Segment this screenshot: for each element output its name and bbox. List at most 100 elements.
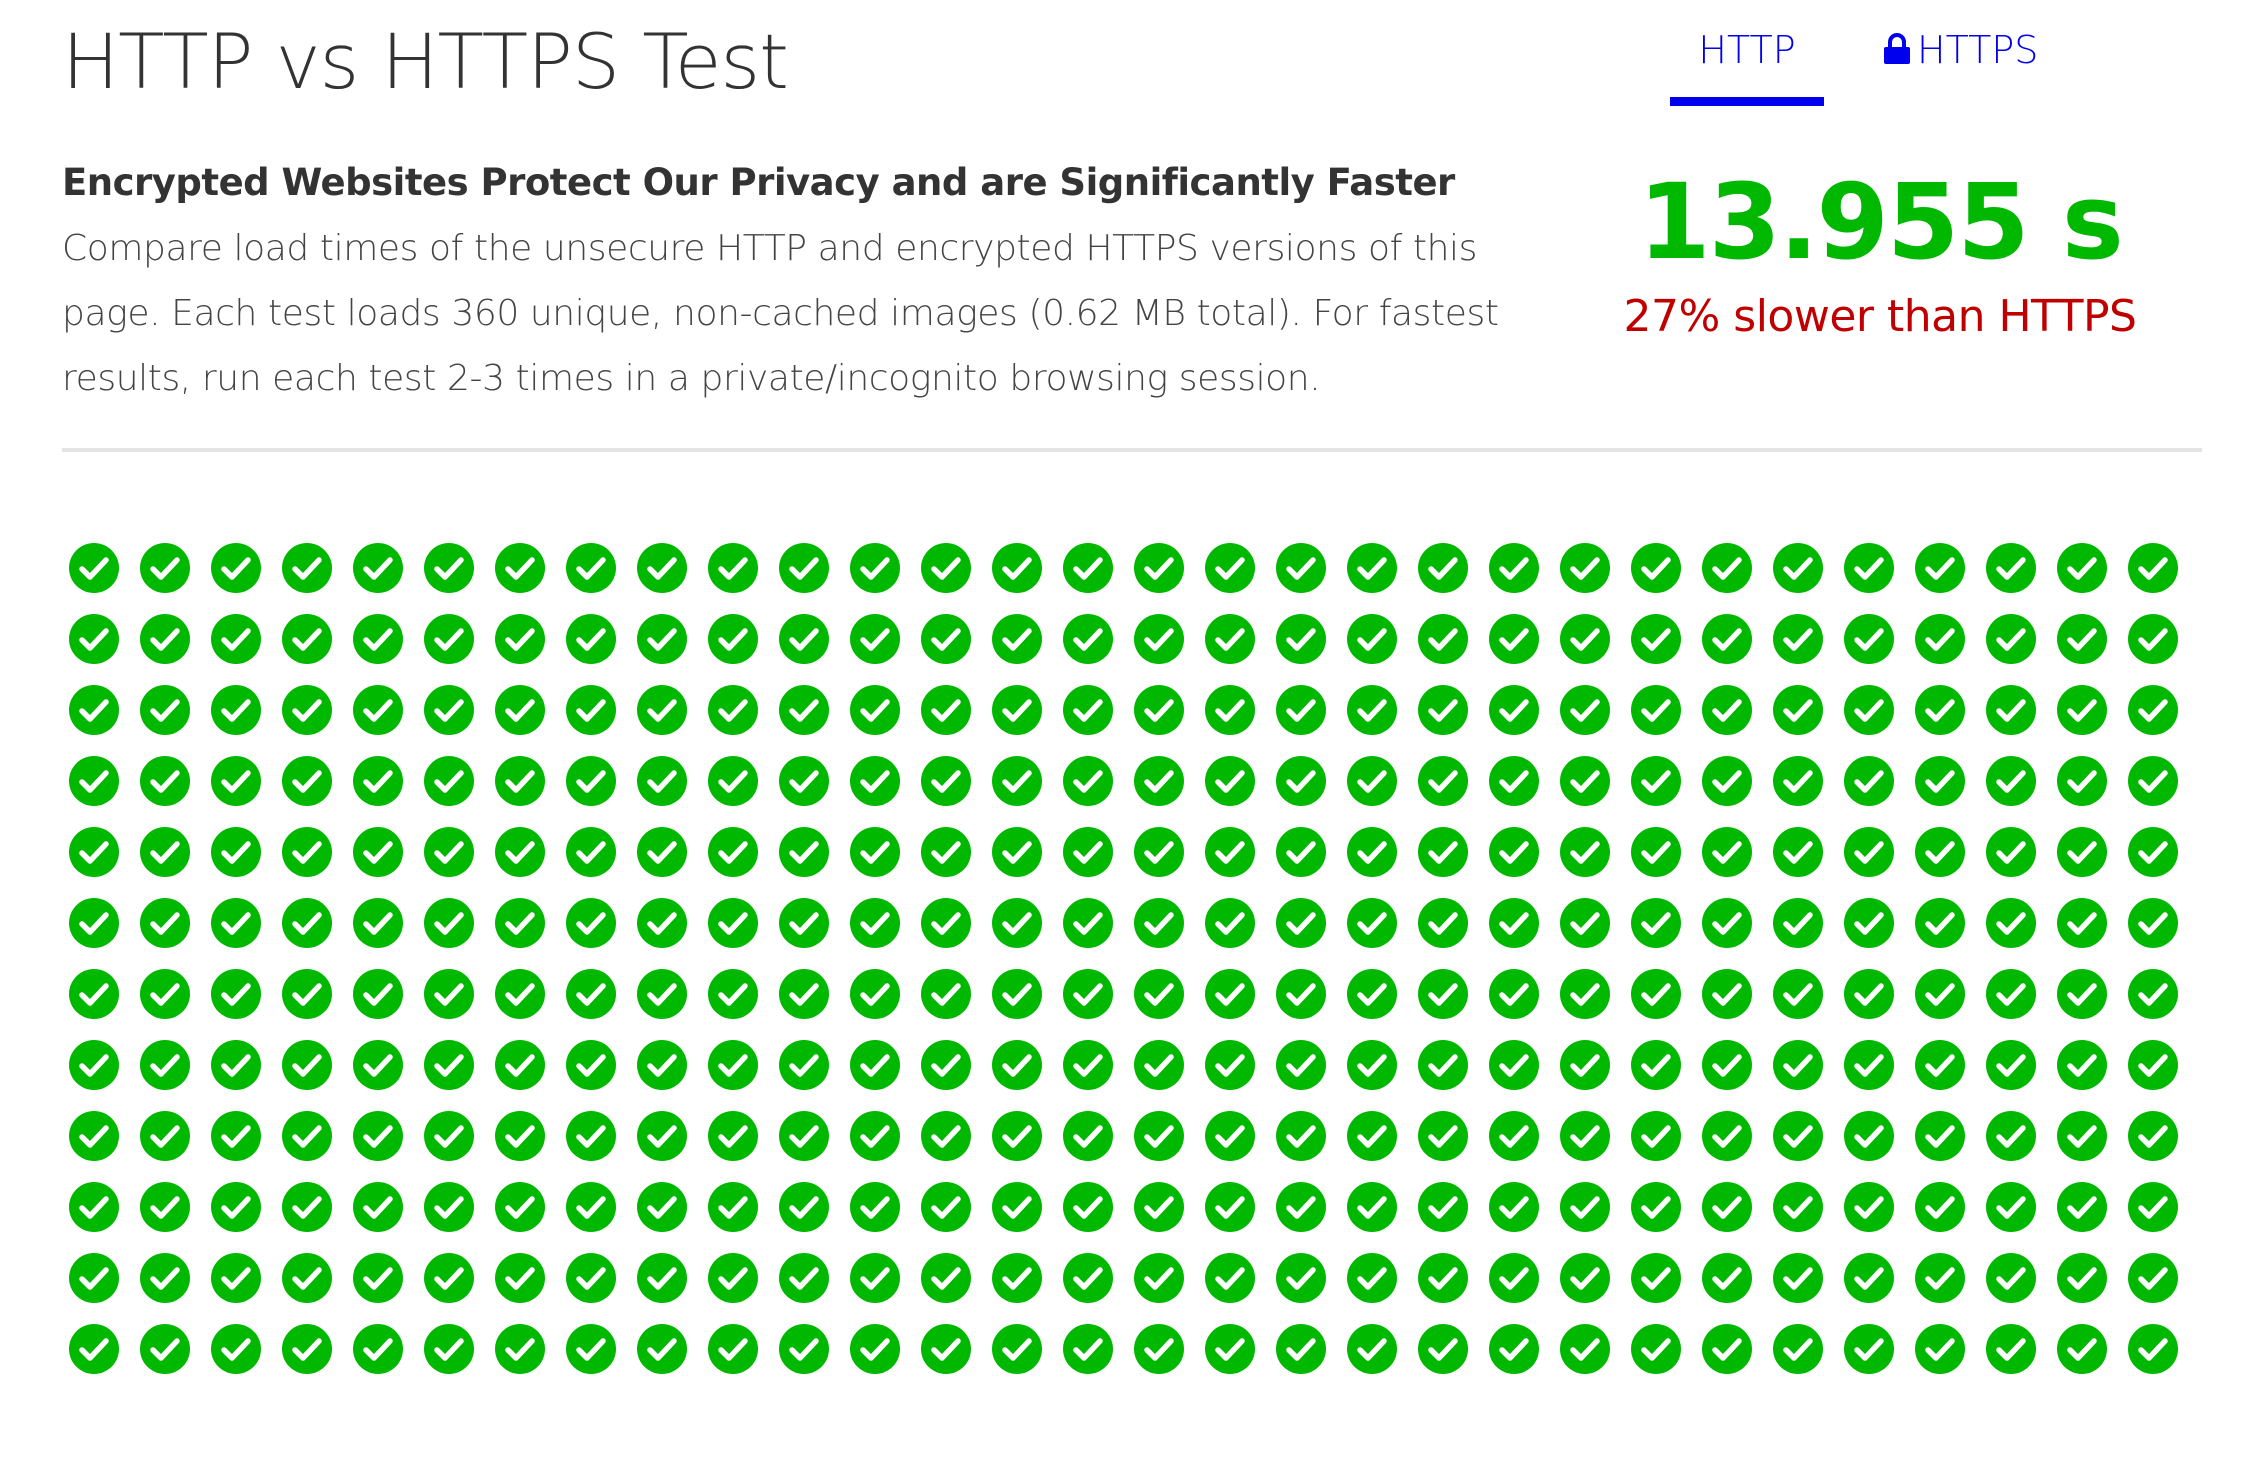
- check-circle-icon: [850, 969, 900, 1019]
- check-circle-icon: [708, 969, 758, 1019]
- check-circle-icon: [779, 1253, 829, 1303]
- check-circle-icon: [1276, 1182, 1326, 1232]
- check-circle-icon: [1773, 614, 1823, 664]
- check-circle-icon: [1347, 1324, 1397, 1374]
- check-circle-icon: [921, 1182, 971, 1232]
- speed-comparison: 27% slower than HTTPS: [1623, 291, 2138, 342]
- check-circle-icon: [1702, 685, 1752, 735]
- check-circle-icon: [424, 1111, 474, 1161]
- check-circle-icon: [921, 827, 971, 877]
- check-circle-icon: [1205, 1040, 1255, 1090]
- check-circle-icon: [282, 1040, 332, 1090]
- check-circle-icon: [211, 1040, 261, 1090]
- check-circle-icon: [1986, 614, 2036, 664]
- check-circle-icon: [1702, 898, 1752, 948]
- check-circle-icon: [2128, 1111, 2178, 1161]
- check-circle-icon: [2057, 1324, 2107, 1374]
- check-circle-icon: [1844, 969, 1894, 1019]
- check-circle-icon: [1702, 1324, 1752, 1374]
- check-circle-icon: [1134, 898, 1184, 948]
- check-circle-icon: [1844, 614, 1894, 664]
- check-circle-icon: [424, 1253, 474, 1303]
- check-circle-icon: [211, 1111, 261, 1161]
- check-circle-icon: [992, 1182, 1042, 1232]
- check-circle-icon: [2128, 1182, 2178, 1232]
- check-circle-icon: [282, 1324, 332, 1374]
- check-circle-icon: [566, 1111, 616, 1161]
- check-circle-icon: [424, 898, 474, 948]
- check-circle-icon: [1915, 1182, 1965, 1232]
- check-circle-icon: [1276, 1111, 1326, 1161]
- check-circle-icon: [140, 756, 190, 806]
- check-circle-icon: [495, 756, 545, 806]
- check-circle-icon: [495, 827, 545, 877]
- check-circle-icon: [1773, 969, 1823, 1019]
- check-circle-icon: [1631, 969, 1681, 1019]
- check-circle-icon: [921, 685, 971, 735]
- check-circle-icon: [992, 1324, 1042, 1374]
- check-circle-icon: [1986, 1111, 2036, 1161]
- check-circle-icon: [637, 898, 687, 948]
- check-circle-icon: [2128, 756, 2178, 806]
- check-circle-icon: [353, 1111, 403, 1161]
- check-circle-icon: [282, 1253, 332, 1303]
- check-circle-icon: [1915, 756, 1965, 806]
- check-circle-icon: [1205, 756, 1255, 806]
- check-circle-icon: [211, 898, 261, 948]
- check-circle-icon: [1702, 756, 1752, 806]
- check-circle-icon: [140, 1324, 190, 1374]
- check-circle-icon: [850, 1182, 900, 1232]
- check-circle-icon: [1986, 1253, 2036, 1303]
- tab-http[interactable]: HTTP: [1670, 20, 1824, 106]
- check-circle-icon: [637, 1253, 687, 1303]
- check-circle-icon: [992, 1253, 1042, 1303]
- check-circle-icon: [1134, 827, 1184, 877]
- check-circle-icon: [1773, 756, 1823, 806]
- check-circle-icon: [708, 1253, 758, 1303]
- check-circle-icon: [140, 827, 190, 877]
- check-circle-icon: [1986, 543, 2036, 593]
- check-circle-icon: [1702, 1040, 1752, 1090]
- check-circle-icon: [1276, 756, 1326, 806]
- check-circle-icon: [211, 827, 261, 877]
- check-circle-icon: [566, 827, 616, 877]
- protocol-tabs: HTTP HTTPS: [1670, 20, 2070, 106]
- check-circle-icon: [1986, 756, 2036, 806]
- check-circle-icon: [2057, 614, 2107, 664]
- check-circle-icon: [850, 614, 900, 664]
- check-circle-icon: [2057, 1182, 2107, 1232]
- check-circle-icon: [1702, 1111, 1752, 1161]
- check-circle-icon: [282, 1182, 332, 1232]
- check-circle-icon: [69, 1111, 119, 1161]
- check-circle-icon: [2128, 898, 2178, 948]
- check-circle-icon: [424, 685, 474, 735]
- check-circle-icon: [282, 543, 332, 593]
- check-circle-icon: [1347, 969, 1397, 1019]
- check-circle-icon: [1915, 543, 1965, 593]
- check-circle-icon: [637, 614, 687, 664]
- check-circle-icon: [779, 827, 829, 877]
- check-circle-icon: [1560, 543, 1610, 593]
- check-circle-icon: [1702, 969, 1752, 1019]
- check-circle-icon: [2128, 827, 2178, 877]
- check-circle-icon: [1347, 898, 1397, 948]
- check-circle-icon: [282, 614, 332, 664]
- check-circle-icon: [708, 1111, 758, 1161]
- check-circle-icon: [1489, 614, 1539, 664]
- check-circle-icon: [1560, 1324, 1610, 1374]
- check-circle-icon: [2128, 1253, 2178, 1303]
- check-circle-icon: [1773, 1324, 1823, 1374]
- tab-https-label: HTTPS: [1917, 28, 2039, 72]
- check-circle-icon: [1560, 756, 1610, 806]
- check-circle-icon: [1205, 1253, 1255, 1303]
- check-circle-icon: [1773, 1040, 1823, 1090]
- check-circle-icon: [1063, 1111, 1113, 1161]
- check-circle-icon: [1063, 685, 1113, 735]
- check-circle-icon: [1631, 1253, 1681, 1303]
- check-circle-icon: [921, 614, 971, 664]
- check-circle-icon: [1063, 969, 1113, 1019]
- tab-https[interactable]: HTTPS: [1883, 20, 2053, 106]
- check-circle-icon: [1986, 1040, 2036, 1090]
- check-circle-icon: [353, 827, 403, 877]
- check-circle-icon: [211, 614, 261, 664]
